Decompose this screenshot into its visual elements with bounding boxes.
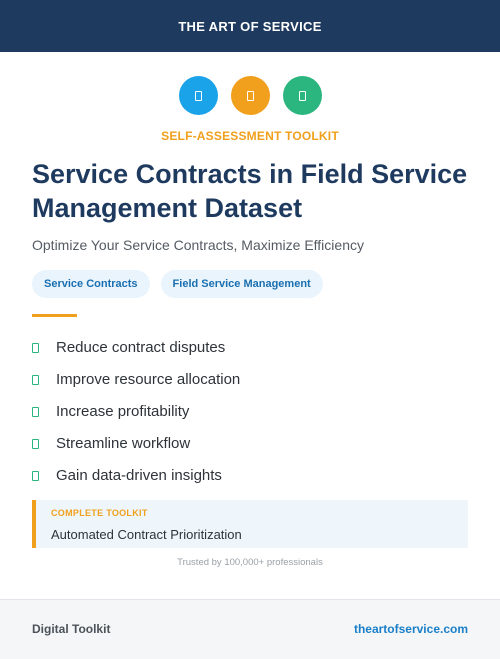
benefit-item: Improve resource allocation — [32, 363, 240, 395]
tag-service-contracts: Service Contracts — [32, 270, 150, 298]
footer-product-type: Digital Toolkit — [32, 622, 111, 636]
benefit-list: Reduce contract disputes Improve resourc… — [32, 331, 240, 491]
document-icon — [194, 90, 202, 101]
benefit-item: Reduce contract disputes — [32, 331, 240, 363]
benefit-item: Streamline workflow — [32, 427, 240, 459]
brand-title: THE ART OF SERVICE — [178, 18, 322, 34]
toolkit-type-label: SELF-ASSESSMENT TOOLKIT — [161, 129, 339, 143]
icon-row — [0, 76, 500, 115]
icon-badge-green — [282, 76, 322, 115]
trusted-by-note: Trusted by 100,000+ professionals — [177, 557, 323, 568]
callout-text: Automated Contract Prioritization — [51, 527, 242, 542]
page-subtitle: Optimize Your Service Contracts, Maximiz… — [32, 237, 364, 253]
complete-toolkit-callout: COMPLETE TOOLKIT Automated Contract Prio… — [32, 500, 468, 548]
benefit-item: Gain data-driven insights — [32, 459, 240, 491]
benefit-text: Reduce contract disputes — [56, 338, 226, 356]
document-icon — [298, 90, 306, 101]
benefit-text: Improve resource allocation — [56, 370, 241, 388]
check-icon — [32, 439, 39, 449]
benefit-text: Gain data-driven insights — [56, 466, 222, 484]
callout-label: COMPLETE TOOLKIT — [51, 508, 148, 518]
page-title: Service Contracts in Field Service Manag… — [32, 159, 468, 223]
document-icon — [246, 90, 254, 101]
check-icon — [32, 407, 39, 417]
check-icon — [32, 375, 39, 385]
tag-field-service-management: Field Service Management — [160, 270, 323, 298]
check-icon — [32, 343, 39, 353]
top-banner: THE ART OF SERVICE — [0, 0, 500, 52]
icon-badge-blue — [178, 76, 218, 115]
footer: Digital Toolkit theartofservice.com — [0, 599, 500, 659]
check-icon — [32, 471, 39, 481]
benefit-text: Increase profitability — [56, 402, 190, 420]
tag-list: Service Contracts Field Service Manageme… — [32, 270, 323, 298]
website-link[interactable]: theartofservice.com — [353, 622, 468, 636]
benefit-item: Increase profitability — [32, 395, 240, 427]
icon-badge-orange — [230, 76, 270, 115]
accent-divider — [32, 314, 77, 317]
benefit-text: Streamline workflow — [56, 434, 191, 452]
